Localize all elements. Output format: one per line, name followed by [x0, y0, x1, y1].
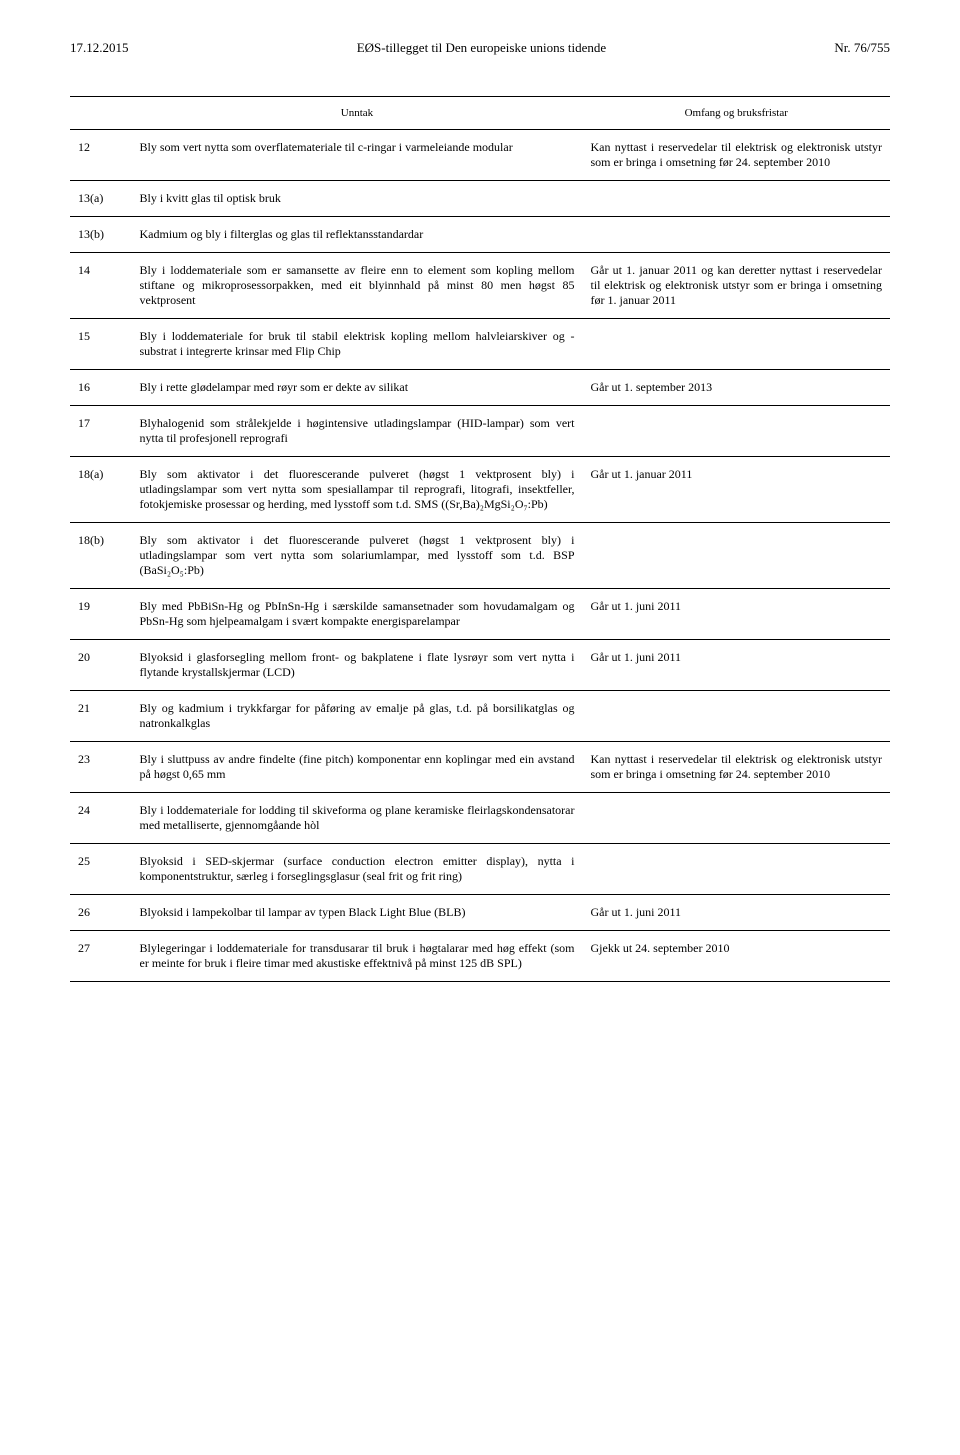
table-row: 13(b) Kadmium og bly i filterglas og gla…: [70, 217, 890, 253]
row-num: 14: [70, 253, 132, 319]
table-row: 18(b) Bly som aktivator i det fluorescer…: [70, 523, 890, 589]
row-desc: Bly og kadmium i trykkfargar for påførin…: [132, 691, 583, 742]
table-row: 17 Blyhalogenid som strålekjelde i høgin…: [70, 406, 890, 457]
row-scope: Kan nyttast i reservedelar til elektrisk…: [583, 130, 891, 181]
table-row: 19 Bly med PbBiSn-Hg og PbInSn-Hg i særs…: [70, 589, 890, 640]
table-row: 13(a) Bly i kvitt glas til optisk bruk: [70, 181, 890, 217]
col-header-1: Unntak: [132, 97, 583, 130]
row-scope: [583, 406, 891, 457]
row-num: 12: [70, 130, 132, 181]
header-date: 17.12.2015: [70, 40, 129, 56]
row-num: 21: [70, 691, 132, 742]
header-pagenum: Nr. 76/755: [834, 40, 890, 56]
exemption-table: Unntak Omfang og bruksfristar 12 Bly som…: [70, 96, 890, 982]
row-scope: [583, 523, 891, 589]
row-num: 23: [70, 742, 132, 793]
row-num: 19: [70, 589, 132, 640]
table-row: 21 Bly og kadmium i trykkfargar for påfø…: [70, 691, 890, 742]
row-num: 20: [70, 640, 132, 691]
col-header-0: [70, 97, 132, 130]
col-header-2: Omfang og bruksfristar: [583, 97, 891, 130]
row-scope: Går ut 1. september 2013: [583, 370, 891, 406]
row-desc: Bly i kvitt glas til optisk bruk: [132, 181, 583, 217]
row-scope: Går ut 1. januar 2011 og kan deretter ny…: [583, 253, 891, 319]
table-row: 20 Blyoksid i glasforsegling mellom fron…: [70, 640, 890, 691]
table-row: 26 Blyoksid i lampekolbar til lampar av …: [70, 895, 890, 931]
row-num: 27: [70, 931, 132, 982]
row-desc: Blyoksid i SED-skjermar (surface conduct…: [132, 844, 583, 895]
row-desc: Bly i loddemateriale for bruk til stabil…: [132, 319, 583, 370]
row-num: 26: [70, 895, 132, 931]
row-desc: Bly som aktivator i det fluorescerande p…: [132, 457, 583, 523]
table-row: 25 Blyoksid i SED-skjermar (surface cond…: [70, 844, 890, 895]
row-scope: [583, 217, 891, 253]
row-scope: Kan nyttast i reservedelar til elektrisk…: [583, 742, 891, 793]
row-num: 25: [70, 844, 132, 895]
table-header-row: Unntak Omfang og bruksfristar: [70, 97, 890, 130]
row-desc: Kadmium og bly i filterglas og glas til …: [132, 217, 583, 253]
table-row: 16 Bly i rette glødelampar med røyr som …: [70, 370, 890, 406]
row-desc: Blyoksid i lampekolbar til lampar av typ…: [132, 895, 583, 931]
row-desc: Bly i loddemateriale for lodding til ski…: [132, 793, 583, 844]
page-header: 17.12.2015 EØS-tillegget til Den europei…: [70, 40, 890, 56]
row-desc: Bly i loddemateriale som er samansette a…: [132, 253, 583, 319]
row-scope: Gjekk ut 24. september 2010: [583, 931, 891, 982]
table-row: 18(a) Bly som aktivator i det fluorescer…: [70, 457, 890, 523]
row-num: 18(b): [70, 523, 132, 589]
row-num: 13(a): [70, 181, 132, 217]
row-desc: Blyhalogenid som strålekjelde i høginten…: [132, 406, 583, 457]
table-row: 14 Bly i loddemateriale som er samansett…: [70, 253, 890, 319]
table-body: 12 Bly som vert nytta som overflatemater…: [70, 130, 890, 982]
table-row: 15 Bly i loddemateriale for bruk til sta…: [70, 319, 890, 370]
row-scope: [583, 844, 891, 895]
page-container: 17.12.2015 EØS-tillegget til Den europei…: [0, 0, 960, 1042]
row-scope: [583, 319, 891, 370]
header-title: EØS-tillegget til Den europeiske unions …: [129, 40, 835, 56]
row-num: 15: [70, 319, 132, 370]
row-desc: Bly som vert nytta som overflatematerial…: [132, 130, 583, 181]
row-num: 13(b): [70, 217, 132, 253]
row-desc: Bly i sluttpuss av andre findelte (fine …: [132, 742, 583, 793]
table-row: 12 Bly som vert nytta som overflatemater…: [70, 130, 890, 181]
table-row: 24 Bly i loddemateriale for lodding til …: [70, 793, 890, 844]
row-desc: Bly i rette glødelampar med røyr som er …: [132, 370, 583, 406]
row-scope: Går ut 1. juni 2011: [583, 640, 891, 691]
row-scope: Går ut 1. juni 2011: [583, 589, 891, 640]
row-scope: [583, 181, 891, 217]
row-num: 17: [70, 406, 132, 457]
row-desc: Bly med PbBiSn-Hg og PbInSn-Hg i særskil…: [132, 589, 583, 640]
row-desc: Blylegeringar i loddemateriale for trans…: [132, 931, 583, 982]
row-scope: Går ut 1. januar 2011: [583, 457, 891, 523]
row-scope: [583, 793, 891, 844]
table-row: 23 Bly i sluttpuss av andre findelte (fi…: [70, 742, 890, 793]
row-scope: Går ut 1. juni 2011: [583, 895, 891, 931]
row-num: 18(a): [70, 457, 132, 523]
row-desc: Blyoksid i glasforsegling mellom front- …: [132, 640, 583, 691]
row-desc: Bly som aktivator i det fluorescerande p…: [132, 523, 583, 589]
row-scope: [583, 691, 891, 742]
row-num: 16: [70, 370, 132, 406]
row-num: 24: [70, 793, 132, 844]
table-row: 27 Blylegeringar i loddemateriale for tr…: [70, 931, 890, 982]
